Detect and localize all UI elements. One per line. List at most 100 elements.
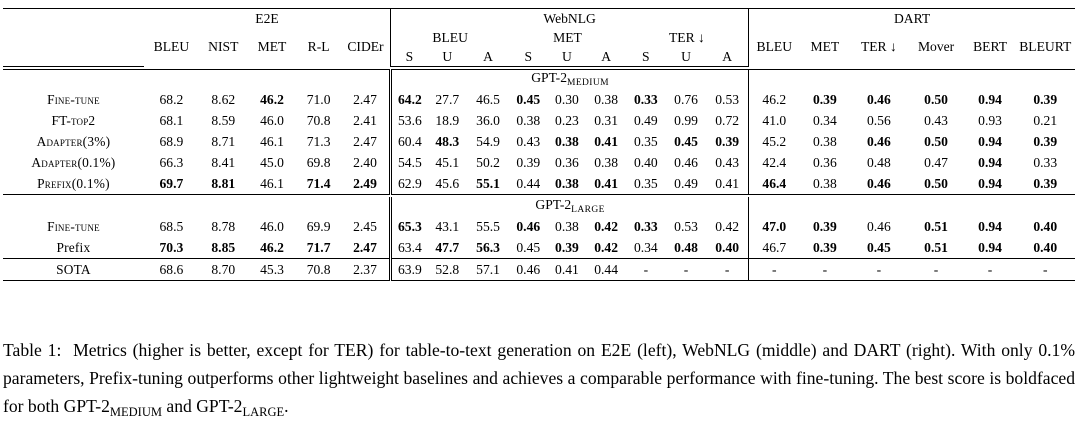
table-cell: 0.36 [812, 154, 837, 170]
table-cell: 8.71 [211, 133, 236, 149]
table-cell: - [964, 258, 1016, 281]
table-row: Fine-tune 68.2 8.62 46.2 71.0 2.47 64.2 27.7 46.… [3, 89, 1075, 110]
table-cell: 0.39 [715, 133, 740, 149]
results-table: E2E WebNLG DART BLEU NIST MET R-L CIDEr BLEU M… [3, 8, 1075, 281]
table-cell: 46.2 [247, 237, 297, 259]
table-cell: 2.37 [340, 258, 391, 281]
method-name: FT-top2 [51, 112, 96, 128]
table-cell: 8.70 [198, 258, 248, 281]
metric-header-e2e: NIST [208, 39, 239, 55]
split-header: U [665, 47, 707, 67]
table-cell: 41.0 [748, 110, 800, 131]
table-cell: 8.78 [211, 218, 236, 234]
table-cell: 0.43 [516, 133, 541, 149]
table-cell: - [625, 258, 666, 281]
table-cell: 0.31 [594, 112, 619, 128]
metric-header-row: BLEU NIST MET R-L CIDEr BLEU MET TER ↓ BLEU MET TE… [3, 28, 1075, 67]
method-name: Fine-tune [47, 91, 100, 107]
table-cell: 0.46 [866, 133, 891, 149]
table-cell: 0.38 [594, 154, 619, 170]
table-cell: 70.8 [296, 258, 341, 281]
metric-header-e2e: MET [257, 39, 287, 55]
table-cell: 0.46 [850, 173, 908, 195]
table-cell: 70.8 [306, 112, 331, 128]
double-rule [3, 66, 1075, 70]
table-cell: 2.41 [353, 112, 377, 128]
table-cell: 53.6 [389, 110, 428, 131]
split-header: U [427, 47, 467, 67]
table-cell: 45.0 [260, 154, 284, 170]
split-header: S [509, 47, 548, 67]
table-cell: 0.46 [509, 258, 548, 281]
table-cell: 46.0 [260, 112, 284, 128]
table-cell: 36.0 [476, 112, 500, 128]
table-cell: 0.40 [1033, 218, 1058, 234]
section-model-label: GPT-2LARGE [389, 197, 749, 216]
method-name: SOTA [3, 258, 144, 281]
section-header-row: GPT-2LARGE [3, 197, 1075, 216]
table-cell: 0.45 [516, 91, 541, 107]
dataset-webnlg: WebNLG [390, 8, 749, 28]
method-name: Fine-tune [47, 218, 100, 234]
table-cell: 0.43 [715, 154, 740, 170]
table-cell: 68.2 [159, 91, 184, 107]
table-cell: 68.1 [159, 112, 184, 128]
table-cell: 0.38 [555, 218, 579, 234]
table-cell: 0.99 [674, 112, 698, 128]
metric-header-dart: TER ↓ [860, 39, 897, 55]
table-cell: 69.9 [306, 218, 331, 234]
table-cell: 0.38 [812, 133, 837, 149]
table-cell: 66.3 [159, 154, 184, 170]
table-cell: 68.9 [159, 133, 184, 149]
table-cell: 46.2 [260, 91, 284, 107]
table-cell: 63.4 [389, 237, 428, 259]
metric-header-e2e: R-L [307, 39, 330, 55]
method-name: Adapter(3%) [36, 133, 111, 149]
table-cell: 71.0 [306, 91, 331, 107]
table-cell: - [799, 258, 851, 281]
table-cell: 65.3 [389, 216, 428, 237]
table-cell: 71.4 [296, 173, 341, 195]
table-cell: 0.50 [907, 173, 965, 195]
table-cell: 8.59 [211, 112, 236, 128]
table-cell: 46.7 [748, 237, 800, 259]
table-cell: 54.5 [389, 152, 428, 173]
table-cell: 70.3 [143, 237, 199, 259]
table-cell: 0.39 [812, 218, 837, 234]
table-cell: 63.9 [389, 258, 428, 281]
table-cell: 0.33 [633, 218, 658, 234]
table-cell: 2.47 [353, 133, 377, 149]
table-cell: 48.3 [435, 133, 460, 149]
table-cell: 0.38 [799, 173, 851, 195]
metric-header-e2e: BLEU [153, 39, 190, 55]
table-cell: 0.94 [978, 154, 1002, 170]
metric-header-webnlg: MET [553, 29, 582, 45]
table-cell: 0.38 [555, 133, 579, 149]
table-cell: 0.93 [978, 112, 1002, 128]
table-cell: 0.51 [924, 218, 948, 234]
metric-header-webnlg: BLEU [390, 28, 510, 47]
table-cell: 0.40 [706, 237, 749, 259]
table-cell: 0.45 [674, 133, 698, 149]
metric-header-e2e: CIDEr [347, 39, 384, 55]
table-cell: 43.1 [435, 218, 460, 234]
table-cell: 8.81 [198, 173, 248, 195]
table-row: FT-top2 68.1 8.59 46.0 70.8 2.41 53.6 18.9 36.0 0… [3, 110, 1075, 131]
metric-header-dart: Mover [917, 39, 955, 55]
split-header: A [586, 47, 626, 67]
table-cell: 0.46 [516, 218, 541, 234]
table-row: Adapter(0.1%) 66.3 8.41 45.0 69.8 2.40 54.5 45.… [3, 152, 1075, 173]
table-cell: 0.94 [964, 237, 1016, 259]
table-cell: 2.47 [340, 237, 391, 259]
table-cell: 69.7 [143, 173, 199, 195]
table-cell: 0.50 [924, 133, 948, 149]
table-cell: 2.40 [353, 154, 377, 170]
table-cell: 27.7 [435, 91, 460, 107]
caption-pct: 0.1% [1038, 340, 1076, 360]
table-row: Prefix(0.1%) 69.7 8.81 46.1 71.4 2.49 62.9 45.6… [3, 173, 1075, 195]
table-cell: 0.42 [586, 237, 626, 259]
caption-and: and [166, 396, 192, 416]
table-cell: - [748, 258, 800, 281]
split-header: S [625, 47, 666, 67]
